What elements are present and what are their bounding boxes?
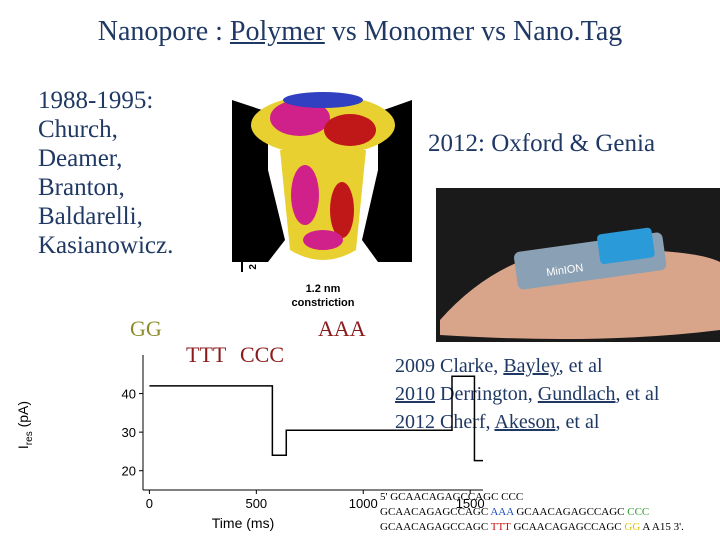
sequence-line: 5' GCAACAGAGCCAGC CCC: [380, 490, 684, 505]
label-main: I: [15, 445, 31, 449]
text-segment: A A15 3'.: [640, 521, 684, 533]
text-segment: Akeson: [494, 411, 556, 433]
text: Oxford & Genia: [484, 130, 656, 157]
scale-label: 2 nm: [248, 246, 259, 269]
text-segment: GCAACAGAGCCAGC: [510, 521, 625, 533]
history-name: Deamer,: [38, 145, 123, 172]
text-segment: 5' GCAACAGAGCCAGC CCC: [380, 491, 524, 503]
x-tick-label: 1500: [456, 496, 485, 511]
text-segment: 2009 Clarke,: [395, 355, 504, 377]
sequence-line: GCAACAGAGCCAGC AAA GCAACAGAGCCAGC CCC: [380, 505, 684, 520]
text-segment: GCAACAGAGCCAGC: [380, 506, 491, 518]
history-name: Branton,: [38, 174, 125, 201]
y-tick-label: 30: [122, 425, 136, 440]
x-axis-label: Time (ms): [212, 515, 274, 531]
text-segment: Nanopore :: [97, 16, 230, 47]
text-segment: GCAACAGAGCCAGC: [513, 506, 628, 518]
sequence: 5' GCAACAGAGCCAGC CCC GCAACAGAGCCAGC AAA …: [380, 490, 684, 535]
text-segment: Bayley: [503, 355, 559, 377]
device-label: MinION: [546, 262, 585, 279]
y-axis-label: Ires (pA): [15, 401, 35, 449]
text-segment: CCC: [627, 506, 650, 518]
x-tick-label: 0: [146, 496, 153, 511]
device-image: MinION: [436, 188, 720, 342]
text-segment: Gundlach: [537, 383, 616, 405]
text-segment: GCAACAGAGCCAGC: [380, 521, 491, 533]
year: 2012:: [428, 130, 485, 157]
years: 1988-1995: [38, 87, 147, 114]
sequence-line: GCAACAGAGCCAGC TTT GCAACAGAGCCAGC GG A A…: [380, 520, 684, 535]
history: 1988-1995: Church, Deamer, Branton, Baldare…: [38, 86, 173, 260]
y-tick-label: 20: [122, 464, 136, 479]
label-sub: res: [24, 431, 35, 445]
title: Nanopore : Polymer vs Monomer vs Nano.Ta…: [0, 16, 720, 48]
trace-label: AAA: [318, 316, 366, 341]
text-segment: 2012 Cherf,: [395, 411, 495, 433]
history-name: Church,: [38, 116, 118, 143]
protein-image: 2 nm 1.2 nm constriction: [232, 92, 412, 309]
x-tick-label: 1000: [349, 496, 378, 511]
text-segment: TTT: [490, 521, 511, 533]
text-segment: AAA: [490, 506, 514, 518]
text-segment: , et al: [555, 411, 600, 433]
trace-plot: 20 30 40 0 500 1000 1500 Time (ms) Ires (pA): [15, 355, 485, 531]
text-segment: , et al: [558, 355, 603, 377]
text-segment: vs Monomer vs Nano.Tag: [324, 16, 623, 47]
citation: 2010 Derrington, Gundlach, et al: [395, 380, 659, 408]
text-segment: Polymer: [229, 16, 325, 47]
trace-label: GG: [130, 316, 162, 341]
trace-label: CCC: [240, 342, 285, 367]
colon: :: [146, 87, 154, 114]
constriction-label: 1.2 nm: [306, 283, 341, 295]
label-unit: (pA): [15, 401, 31, 431]
citations: 2009 Clarke, Bayley, et al 2010 Derringto…: [395, 352, 659, 436]
text-segment: Derrington,: [435, 383, 538, 405]
oxford: 2012: Oxford & Genia: [428, 130, 655, 158]
constriction-label: constriction: [292, 297, 355, 309]
history-name: Kasianowicz.: [38, 232, 174, 259]
trace-line: [149, 375, 483, 462]
citation: 2009 Clarke, Bayley, et al: [395, 352, 659, 380]
text-segment: 2010: [395, 383, 435, 405]
y-tick-label: 40: [122, 387, 136, 402]
x-tick-label: 500: [245, 496, 267, 511]
history-name: Baldarelli,: [38, 203, 143, 230]
text-segment: GG: [624, 521, 641, 533]
citation: 2012 Cherf, Akeson, et al: [395, 408, 659, 436]
text-segment: , et al: [615, 383, 660, 405]
history-years: 1988-1995:: [38, 86, 173, 115]
trace-label: TTT: [186, 342, 227, 367]
